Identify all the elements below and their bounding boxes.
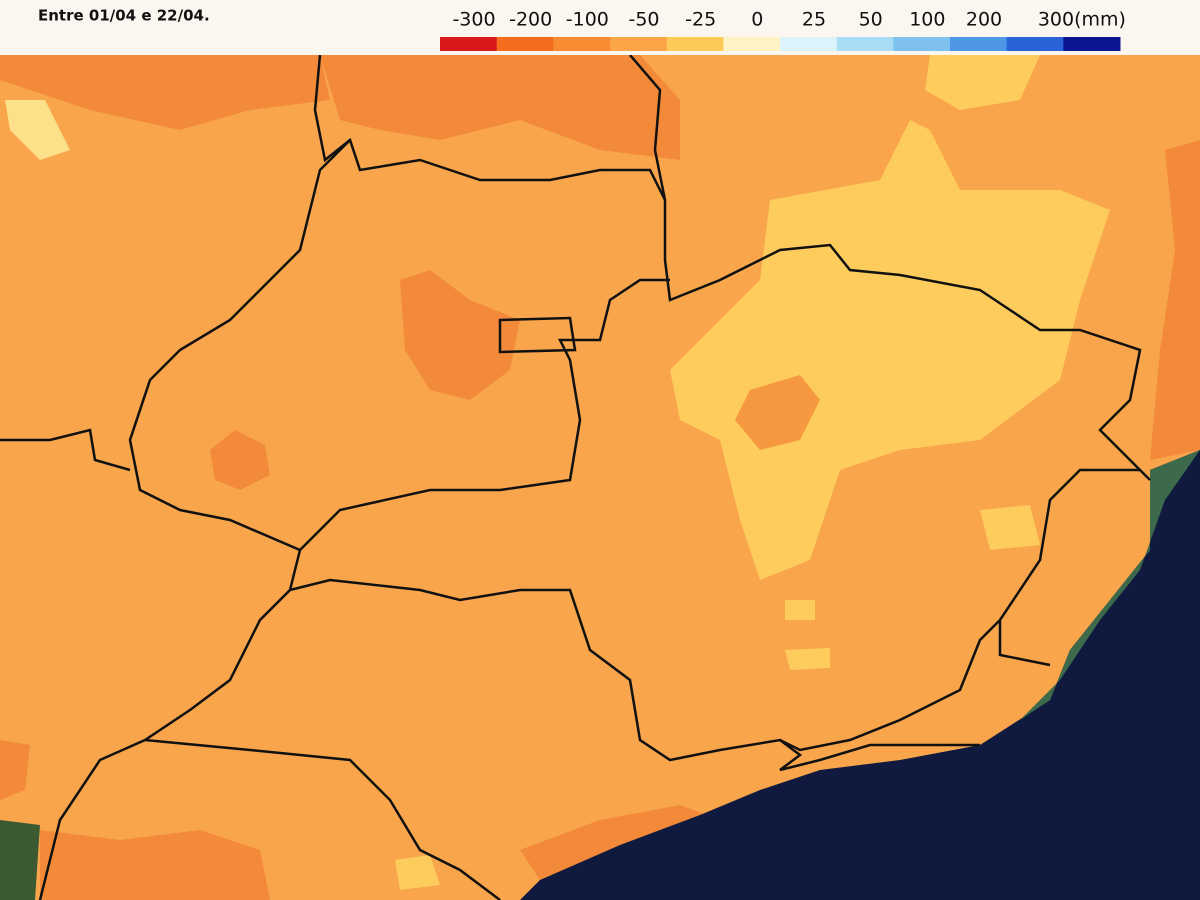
legend-swatch xyxy=(666,37,724,51)
legend-label: 25 xyxy=(802,9,826,31)
legend-label: 300(mm) xyxy=(1038,9,1126,31)
legend-swatch xyxy=(780,37,838,51)
legend-swatch xyxy=(1006,37,1064,51)
legend-swatch xyxy=(1063,37,1121,51)
legend-label: 100 xyxy=(909,9,945,31)
period-label: Entre 01/04 e 22/04. xyxy=(38,7,210,25)
legend-label: 50 xyxy=(859,9,883,31)
legend-label: 200 xyxy=(966,9,1002,31)
borders xyxy=(0,54,1151,900)
legend-label: 0 xyxy=(751,9,763,31)
deficit-zones xyxy=(0,55,1200,900)
coast xyxy=(1020,450,1200,720)
legend-label: -100 xyxy=(566,9,609,31)
legend-swatch xyxy=(440,37,498,51)
legend-label: -200 xyxy=(509,9,552,31)
legend-swatch xyxy=(723,37,781,51)
legend: -300 -200 -100 -50 -25 0 25 50 100 200 300(mm) xyxy=(440,9,1126,51)
legend-swatch xyxy=(950,37,1008,51)
land-edge xyxy=(0,820,40,900)
deficit-zone xyxy=(735,375,820,450)
legend-swatch xyxy=(610,37,668,51)
legend-swatch xyxy=(496,37,554,51)
legend-label: -25 xyxy=(685,9,716,31)
legend-swatch xyxy=(836,37,894,51)
mild-zones xyxy=(5,55,1110,890)
ocean xyxy=(520,450,1200,900)
legend-swatch xyxy=(893,37,951,51)
legend-swatch xyxy=(553,37,611,51)
legend-label: -300 xyxy=(452,9,495,31)
legend-label: -50 xyxy=(628,9,659,31)
